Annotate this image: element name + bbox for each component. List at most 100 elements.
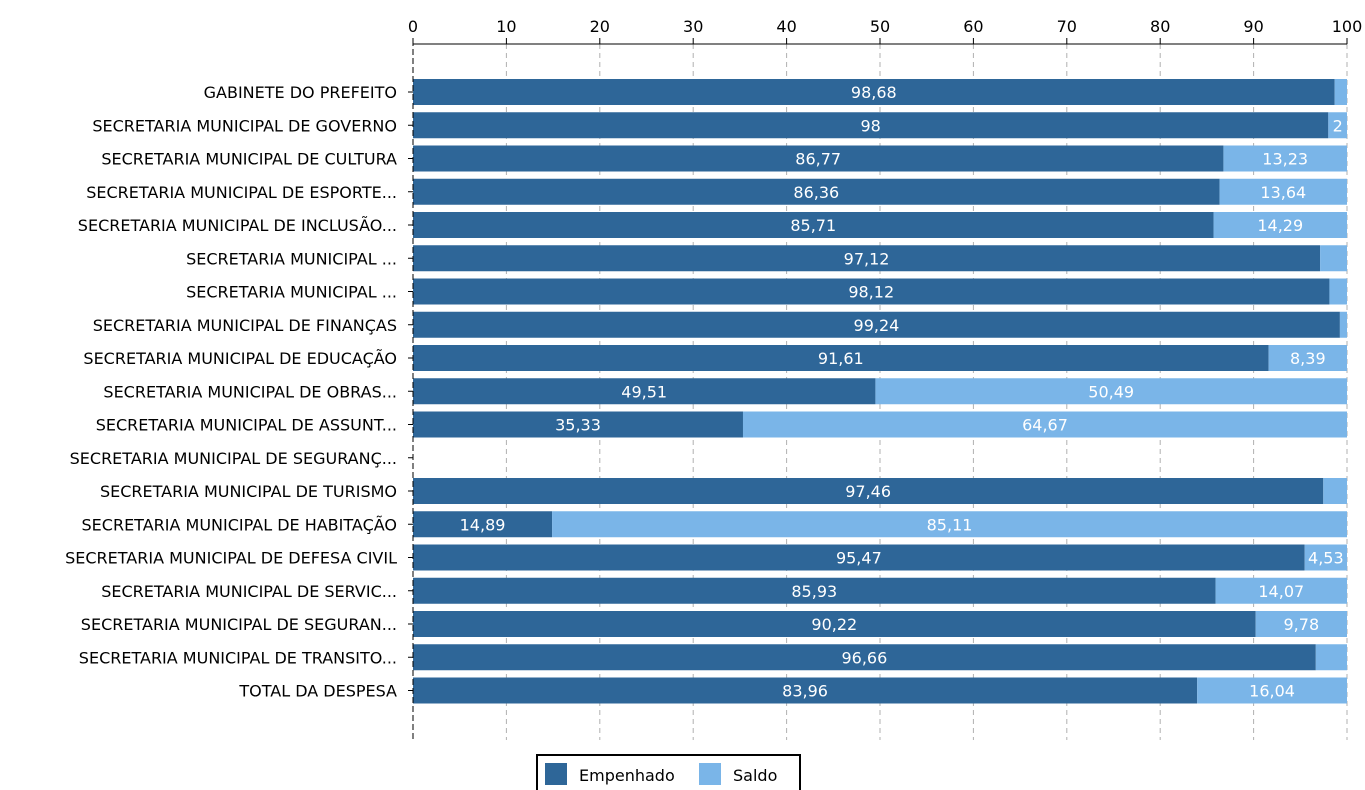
category-label: SECRETARIA MUNICIPAL DE GOVERNO [92, 116, 397, 135]
bar-saldo [1223, 145, 1347, 172]
bar-value-label: 4,53 [1308, 549, 1344, 568]
legend-swatch [699, 763, 721, 785]
x-tick-label: 0 [408, 17, 418, 36]
bar-value-label: 98,12 [848, 283, 894, 302]
bar-value-label: 14,89 [460, 515, 506, 534]
x-tick-label: 90 [1243, 17, 1263, 36]
bar-saldo [1320, 245, 1347, 272]
bar-empenhado [413, 544, 1305, 571]
bar-value-label: 98 [860, 116, 880, 135]
bar-empenhado [413, 311, 1340, 338]
bar-saldo [1213, 212, 1347, 238]
bar-value-label: 90,22 [811, 615, 857, 634]
bar-saldo [1315, 644, 1347, 671]
bar-value-label: 83,96 [782, 682, 828, 701]
x-tick-label: 50 [870, 17, 890, 36]
legend-label: Empenhado [579, 766, 675, 785]
bar-empenhado [413, 577, 1216, 604]
bar-value-label: 95,47 [836, 549, 882, 568]
bar-value-label: 86,36 [793, 183, 839, 202]
bar-value-label: 35,33 [555, 416, 601, 435]
bar-empenhado [413, 378, 876, 405]
x-tick-label: 100 [1332, 17, 1363, 36]
x-tick-label: 20 [590, 17, 610, 36]
category-label: SECRETARIA MUNICIPAL DE DEFESA CIVIL [65, 549, 397, 568]
bar-value-label: 91,61 [818, 349, 864, 368]
bar-value-label: 98,68 [851, 83, 897, 102]
bar-saldo [875, 378, 1347, 405]
bar-empenhado [413, 511, 553, 538]
category-label: TOTAL DA DESPESA [238, 682, 397, 701]
category-label: SECRETARIA MUNICIPAL DE SEGURAN... [81, 615, 397, 634]
category-label: SECRETARIA MUNICIPAL DE ESPORTE... [86, 183, 397, 202]
bar-saldo [1304, 544, 1347, 571]
bar-value-label: 49,51 [621, 382, 667, 401]
bar-saldo [1215, 577, 1347, 604]
bar-empenhado [413, 644, 1316, 671]
bar-empenhado [413, 411, 743, 438]
bar-value-label: 97,12 [844, 249, 890, 268]
bar-value-label: 85,71 [790, 216, 836, 235]
category-label: SECRETARIA MUNICIPAL DE HABITAÇÃO [82, 515, 397, 534]
category-label: SECRETARIA MUNICIPAL ... [186, 249, 397, 268]
bar-value-label: 14,29 [1257, 216, 1303, 235]
bar-value-label: 16,04 [1249, 682, 1295, 701]
bar-empenhado [413, 345, 1269, 371]
bar-value-label: 85,11 [927, 515, 973, 534]
bar-value-label: 13,64 [1260, 183, 1306, 202]
bar-value-label: 99,24 [854, 316, 900, 335]
bar-empenhado [413, 245, 1321, 272]
bar-value-label: 8,39 [1290, 349, 1326, 368]
bar-value-label: 14,07 [1258, 582, 1304, 601]
bar-empenhado [413, 677, 1198, 704]
bar-empenhado [413, 478, 1324, 504]
bar-value-label: 2 [1333, 116, 1343, 135]
bar-saldo [1197, 677, 1347, 704]
x-tick-label: 80 [1150, 17, 1170, 36]
bar-value-label: 96,66 [841, 648, 887, 667]
category-label: SECRETARIA MUNICIPAL DE TURISMO [100, 482, 397, 501]
bar-empenhado [413, 145, 1224, 172]
category-label: SECRETARIA MUNICIPAL DE EDUCAÇÃO [83, 349, 397, 368]
category-label: SECRETARIA MUNICIPAL DE INCLUSÃO... [78, 216, 397, 235]
legend-swatch [545, 763, 567, 785]
category-label: SECRETARIA MUNICIPAL DE SEGURANÇ... [70, 449, 397, 468]
bar-saldo [1329, 278, 1347, 305]
bar-saldo [1328, 112, 1347, 139]
x-tick-label: 40 [776, 17, 796, 36]
axes: 0 10 20 30 40 50 60 70 80 90 100 GABINETE DO PREFEI… [65, 17, 1362, 740]
category-label: SECRETARIA MUNICIPAL DE FINANÇAS [93, 316, 397, 335]
x-tick-label: 10 [496, 17, 516, 36]
category-label: SECRETARIA MUNICIPAL DE CULTURA [101, 150, 397, 169]
legend-label: Saldo [733, 766, 777, 785]
bar-saldo [1334, 79, 1347, 105]
bar-saldo [1219, 178, 1347, 205]
bar-value-label: 64,67 [1022, 416, 1068, 435]
x-tick-label: 30 [683, 17, 703, 36]
category-label: SECRETARIA MUNICIPAL DE OBRAS... [103, 382, 397, 401]
bar-value-label: 86,77 [795, 150, 841, 169]
bar-empenhado [413, 611, 1256, 637]
x-tick-label: 60 [963, 17, 983, 36]
bar-saldo [1268, 345, 1347, 371]
category-label: GABINETE DO PREFEITO [204, 83, 397, 102]
bar-empenhado [413, 79, 1335, 105]
bar-value-label: 13,23 [1262, 150, 1308, 169]
bar-saldo [742, 411, 1347, 438]
bar-saldo [1255, 611, 1347, 637]
bar-empenhado [413, 278, 1330, 305]
bar-empenhado [413, 112, 1329, 139]
bar-saldo [552, 511, 1347, 538]
bar-saldo [1323, 478, 1347, 504]
category-label: SECRETARIA MUNICIPAL DE ASSUNT... [96, 416, 397, 435]
bars: 98,68 98 2 86,77 13,23 86,36 13,64 85,71 14,29 97… [413, 79, 1347, 704]
bar-empenhado [413, 212, 1214, 238]
bar-empenhado [413, 178, 1220, 205]
category-label: SECRETARIA MUNICIPAL DE TRANSITO... [79, 648, 397, 667]
legend-box [536, 754, 801, 790]
bar-saldo [1339, 311, 1347, 338]
x-tick-label: 70 [1057, 17, 1077, 36]
bar-value-label: 50,49 [1088, 382, 1134, 401]
bar-value-label: 97,46 [845, 482, 891, 501]
